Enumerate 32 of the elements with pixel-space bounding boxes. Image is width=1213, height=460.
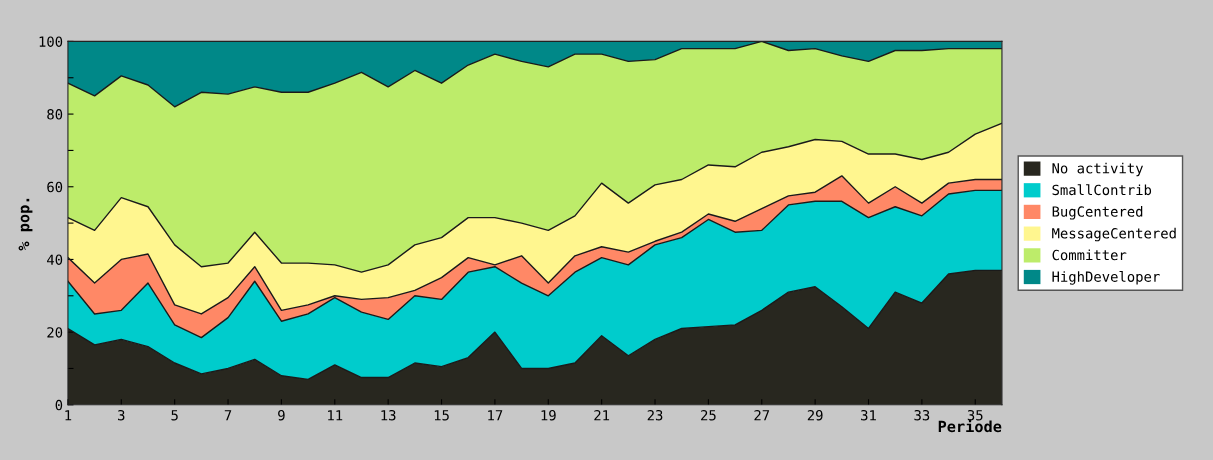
x-tick-label: 21 <box>594 409 610 421</box>
y-axis-title: % pop. <box>18 198 33 251</box>
x-tick-label: 1 <box>65 410 72 421</box>
x-tick-label: 29 <box>807 409 823 421</box>
y-tick-label: 0 <box>55 399 63 411</box>
x-tick-label: 3 <box>118 409 125 421</box>
x-tick-label: 13 <box>381 409 396 421</box>
legend-label: No activity <box>1052 162 1143 177</box>
x-tick-label: 11 <box>328 410 343 421</box>
x-tick-label: 25 <box>701 409 716 421</box>
y-tick-label: 100 <box>39 36 63 47</box>
x-tick-label: 17 <box>488 410 503 421</box>
legend-label: HighDeveloper <box>1052 271 1160 285</box>
y-tick-label: 80 <box>47 109 63 120</box>
x-tick-label: 27 <box>754 409 770 421</box>
y-tick-label: 60 <box>47 181 63 193</box>
y-tick-label: 20 <box>47 327 63 338</box>
x-tick-label: 35 <box>967 409 983 421</box>
x-tick-label: 23 <box>647 409 663 421</box>
x-axis-title: Periode <box>938 419 1002 433</box>
legend-label: SmallContrib <box>1052 184 1152 196</box>
x-tick-label: 15 <box>434 410 449 421</box>
x-tick-label: 5 <box>171 410 178 421</box>
x-tick-label: 19 <box>541 409 556 421</box>
x-tick-label: 7 <box>224 410 232 421</box>
x-tick-label: 31 <box>861 409 876 421</box>
legend-label: Committer <box>1052 249 1127 261</box>
legend-label: BugCentered <box>1052 206 1143 220</box>
x-tick-label: 9 <box>278 409 285 421</box>
y-tick-label: 40 <box>47 254 63 265</box>
x-tick-label: 33 <box>914 409 930 421</box>
legend-label: MessageCentered <box>1052 227 1176 242</box>
